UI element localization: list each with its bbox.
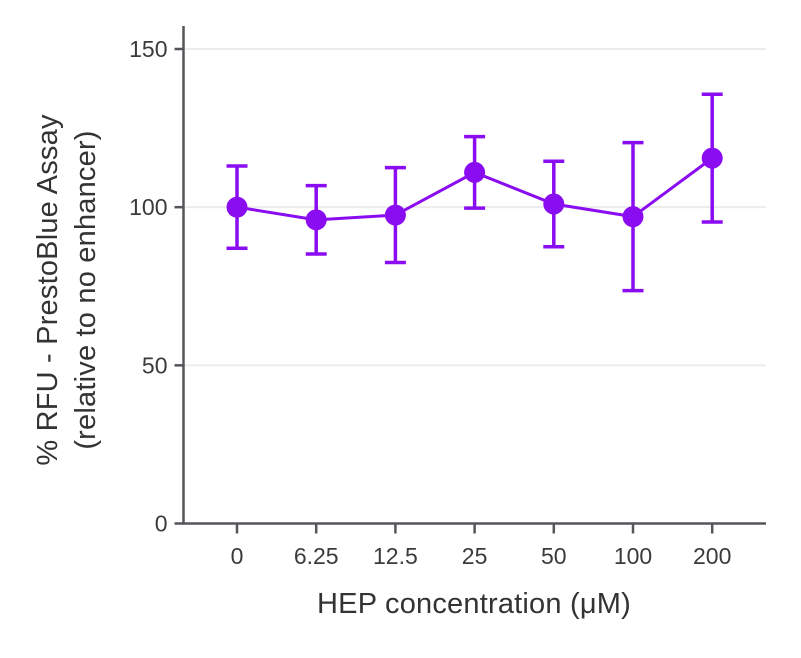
series-layer: [226, 92, 723, 293]
y-tick-label-100: 100: [129, 194, 167, 220]
y-tick-label-50: 50: [142, 352, 168, 378]
x-tick-label-50: 50: [541, 543, 567, 569]
data-point-200: [701, 147, 723, 169]
tick-label-layer: 0 50 100 150 0 6.25 12.5 25 50 100 200: [129, 36, 731, 569]
y-axis-title-line1: % RFU - PrestoBlue Assay: [32, 114, 64, 466]
x-tick-label-6.25: 6.25: [294, 543, 339, 569]
y-tick-label-0: 0: [155, 511, 168, 537]
x-tick-label-100: 100: [614, 543, 652, 569]
data-point-0: [226, 196, 248, 218]
y-axis-title-line2: (relative to no enhancer): [70, 130, 102, 450]
x-tick-label-12.5: 12.5: [373, 543, 418, 569]
x-tick-label-25: 25: [462, 543, 488, 569]
x-tick-label-200: 200: [693, 543, 731, 569]
data-point-25: [464, 161, 486, 183]
axis-layer: [174, 26, 766, 534]
data-point-6.25: [305, 209, 327, 231]
x-axis-title: HEP concentration (μM): [317, 588, 631, 620]
data-point-50: [543, 193, 565, 215]
data-point-12.5: [384, 204, 406, 226]
y-axis-title: % RFU - PrestoBlue Assay (relative to no…: [29, 40, 105, 540]
y-tick-label-150: 150: [129, 36, 167, 62]
data-point-100: [622, 206, 644, 228]
x-tick-label-0: 0: [231, 543, 244, 569]
